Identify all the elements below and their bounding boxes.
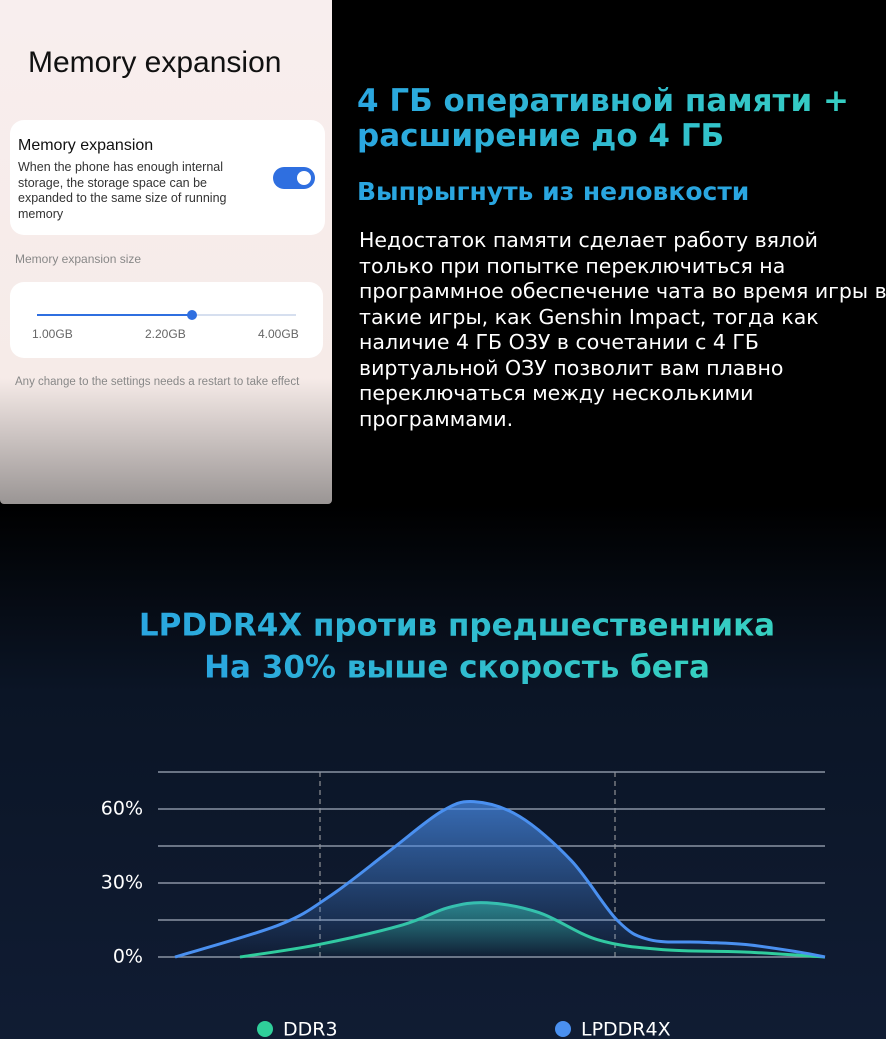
slider-thumb[interactable]	[187, 310, 197, 320]
chart-title: LPDDR4X против предшественника	[139, 608, 775, 644]
settings-note: Any change to the settings needs a resta…	[15, 376, 300, 388]
y-tick-label: 0%	[113, 946, 143, 968]
y-tick-label: 60%	[101, 798, 143, 820]
toggle-label: Memory expansion	[18, 137, 154, 154]
promo-body: Недостаток памяти сделает работу вялой т…	[359, 228, 886, 431]
area	[175, 801, 825, 957]
line	[174, 799, 826, 959]
toggle-switch[interactable]	[273, 167, 315, 189]
slider-label: 1.00GB	[32, 327, 73, 341]
promo-heading: 4 ГБ оперативной памяти + расширение до …	[357, 84, 877, 154]
settings-panel: Memory expansion Memory expansion When t…	[0, 0, 332, 504]
slider-fill	[37, 314, 192, 316]
legend-label: DDR3	[283, 1019, 338, 1039]
legend-marker	[555, 1021, 571, 1037]
legend-marker	[257, 1021, 273, 1037]
slider-label: 4.00GB	[258, 327, 299, 341]
legend-label: LPDDR4X	[581, 1019, 671, 1039]
slider-label: 2.20GB	[145, 327, 186, 341]
settings-title: Memory expansion	[28, 46, 282, 79]
slider-card: 1.00GB 2.20GB 4.00GB	[10, 282, 323, 358]
size-label: Memory expansion size	[15, 252, 142, 266]
promo-subheading: Выпрыгнуть из неловкости	[357, 177, 750, 206]
chart-title: На 30% выше скорость бега	[204, 650, 710, 686]
y-tick-label: 30%	[101, 872, 143, 894]
toggle-description: When the phone has enough internal stora…	[18, 160, 227, 221]
toggle-card: Memory expansion When the phone has enou…	[10, 120, 325, 235]
